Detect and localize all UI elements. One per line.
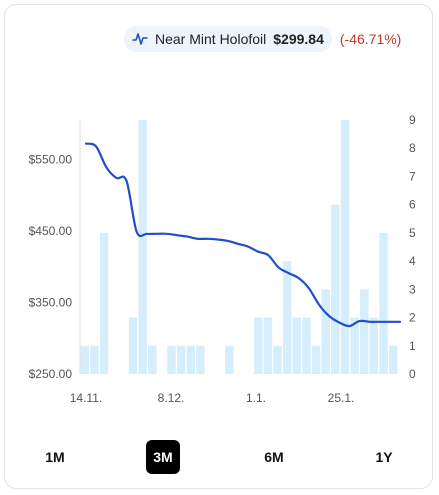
- volume-bar: [282, 261, 292, 374]
- legend: Near Mint Holofoil $299.84 (-46.71%): [124, 26, 401, 52]
- y-right-tick-label: 6: [409, 198, 416, 212]
- price-change-percent: (-46.71%): [339, 31, 402, 47]
- legend-series-label: Near Mint Holofoil: [155, 31, 267, 47]
- volume-bar: [186, 345, 196, 374]
- volume-bar: [128, 317, 138, 374]
- y-axis-left: $250.00 $350.00 $450.00 $550.00: [29, 120, 81, 381]
- tab-1y[interactable]: 1Y: [375, 449, 393, 465]
- volume-bar: [369, 317, 379, 374]
- volume-bar: [350, 317, 359, 374]
- y-right-tick-label: 5: [409, 226, 416, 240]
- volume-bar: [263, 317, 273, 374]
- volume-bar: [321, 289, 330, 374]
- volume-bars: [80, 120, 398, 374]
- price-chart: $250.00$350.00$450.00$550.00 0123456789 …: [29, 113, 416, 405]
- y-axis-right: 0 1 2 3 4 5 6 7 8 9: [409, 113, 416, 381]
- tab-1m[interactable]: 1M: [45, 449, 65, 465]
- volume-bar: [196, 345, 205, 374]
- y-right-tick-label: 0: [409, 367, 416, 381]
- y-right-tick-label: 1: [409, 339, 416, 353]
- line-chart-icon: [132, 33, 148, 45]
- x-tick-label: 1.1.: [246, 391, 266, 405]
- volume-bar: [292, 317, 302, 374]
- volume-bar: [302, 317, 311, 374]
- volume-bar: [340, 120, 350, 374]
- volume-bar: [273, 345, 282, 374]
- price-line: [84, 142, 402, 328]
- x-axis: 14.11. 8.12. 1.1. 25.1.: [70, 391, 355, 405]
- volume-bar: [80, 345, 90, 374]
- y-left-tick-label: $550.00: [29, 152, 73, 166]
- volume-bar: [254, 317, 263, 374]
- x-tick-label: 14.11.: [70, 391, 102, 405]
- volume-bar: [99, 232, 109, 374]
- y-right-tick-label: 4: [409, 254, 416, 268]
- current-price: $299.84: [273, 31, 324, 47]
- volume-bar: [90, 345, 99, 374]
- volume-bar: [379, 232, 388, 374]
- volume-bar: [225, 345, 234, 374]
- volume-bar: [311, 345, 321, 374]
- volume-bar: [360, 289, 369, 374]
- volume-bar: [167, 345, 176, 374]
- y-right-tick-label: 7: [409, 169, 416, 183]
- y-right-tick-label: 3: [409, 282, 416, 296]
- volume-bar: [148, 345, 157, 374]
- tab-3m[interactable]: 3M: [146, 440, 180, 474]
- x-tick-label: 25.1.: [328, 391, 355, 405]
- volume-bar: [138, 120, 147, 374]
- y-right-tick-label: 9: [409, 113, 416, 127]
- y-left-tick-label: $350.00: [29, 296, 73, 310]
- volume-bar: [388, 345, 398, 374]
- volume-bar: [176, 345, 186, 374]
- volume-bar: [331, 204, 340, 374]
- y-left-tick-label: $450.00: [29, 224, 73, 238]
- y-right-tick-label: 8: [409, 141, 416, 155]
- price-history-card: [4, 4, 433, 489]
- legend-series-pill[interactable]: Near Mint Holofoil $299.84: [124, 26, 332, 52]
- x-tick-label: 8.12.: [158, 391, 185, 405]
- range-tabs: 1M 3M 6M 1Y: [0, 440, 439, 476]
- tab-6m[interactable]: 6M: [264, 449, 284, 465]
- y-left-tick-label: $250.00: [29, 367, 73, 381]
- y-right-tick-label: 2: [409, 311, 416, 325]
